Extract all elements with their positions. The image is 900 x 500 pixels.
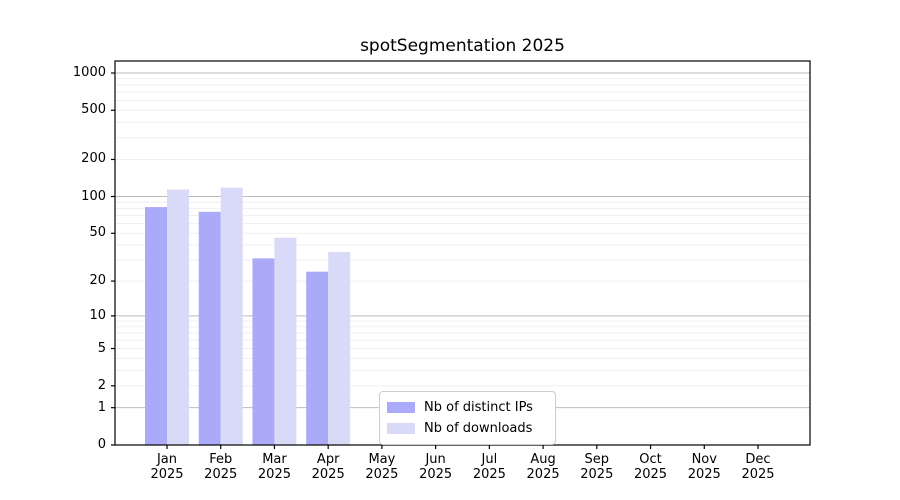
y-tick-label: 0 [97,437,106,452]
bar-feb-distinct-ips [198,211,221,445]
x-tick-label-aug: Aug 2025 [526,452,560,482]
x-tick-label-oct: Oct 2025 [633,452,668,482]
x-tick-label-apr: Apr 2025 [311,452,345,482]
y-tick-label: 2 [97,377,106,393]
bar-apr-distinct-ips [306,271,329,445]
bar-mar-distinct-ips [252,258,275,445]
bar-mar-downloads [274,237,297,445]
x-tick-label-feb: Feb 2025 [204,452,238,482]
y-tick-label: 50 [89,225,106,241]
bar-apr-downloads [328,252,351,445]
y-tick-label: 500 [81,102,106,118]
legend-item-downloads: Nb of downloads [387,418,547,439]
legend-item-distinct-ips: Nb of distinct IPs [387,397,547,418]
y-tick-label: 5 [97,340,106,356]
x-tick-label-jan: Jan 2025 [150,452,184,482]
x-tick-label-sep: Sep 2025 [580,452,614,482]
y-tick-label: 1000 [72,65,106,80]
legend-label-distinct-ips: Nb of distinct IPs [424,399,533,415]
legend-swatch-downloads [387,423,415,434]
bar-jan-downloads [167,189,189,445]
x-tick-label-jul: Jul 2025 [472,452,506,482]
plot-border [114,60,811,446]
x-tick-label-may: May 2025 [365,452,399,482]
legend-swatch-distinct-ips [387,402,415,413]
y-tick-label: 100 [81,188,106,204]
legend: Nb of distinct IPs Nb of downloads [379,391,556,445]
y-tick-label: 1 [97,399,106,415]
x-tick-label-nov: Nov 2025 [687,452,721,482]
y-tick-label: 200 [81,151,106,167]
bar-feb-downloads [220,187,243,446]
x-tick-label-jun: Jun 2025 [419,452,453,482]
bar-jan-distinct-ips [145,207,167,445]
y-tick-label: 10 [89,307,106,323]
x-tick-label-mar: Mar 2025 [257,452,291,482]
chart-title: spotSegmentation 2025 [360,36,565,56]
legend-label-downloads: Nb of downloads [424,420,533,436]
y-tick-label: 20 [89,273,106,289]
x-tick-label-dec: Dec 2025 [741,452,775,482]
